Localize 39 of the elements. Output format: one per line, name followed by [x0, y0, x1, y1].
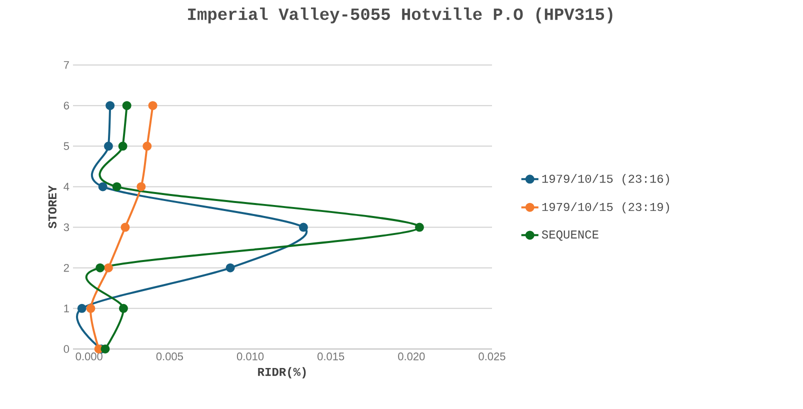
- legend-label: 1979/10/15 (23:16): [542, 174, 669, 186]
- legend-label: 1979/10/15 (23:19): [542, 202, 669, 214]
- x-tick-label: 0.000: [76, 352, 102, 360]
- y-tick-label: 4: [64, 182, 70, 190]
- x-tick-label: 0.015: [318, 352, 344, 360]
- y-axis-title: STOREY: [48, 185, 56, 228]
- point: [120, 222, 130, 232]
- chart-title: Imperial Valley-5055 Hotville P.O (HPV315): [188, 8, 612, 24]
- point: [118, 304, 128, 313]
- point: [142, 142, 152, 151]
- point: [414, 222, 424, 232]
- point: [77, 304, 86, 313]
- point: [86, 304, 96, 313]
- x-axis-title: RIDR(%): [258, 367, 306, 378]
- x-tick-label: 0.005: [156, 352, 183, 360]
- point: [104, 142, 113, 151]
- point: [106, 101, 115, 110]
- point: [136, 182, 146, 192]
- point: [98, 182, 108, 192]
- point: [104, 263, 113, 272]
- y-tick-label: 3: [64, 223, 69, 232]
- y-tick-label: 0: [64, 345, 70, 353]
- point: [100, 344, 110, 354]
- y-tick-label: 2: [64, 264, 69, 272]
- y-tick-label: 1: [64, 304, 69, 312]
- y-tick-label: 6: [64, 102, 69, 110]
- x-tick-label: 0.020: [398, 352, 425, 360]
- point: [122, 101, 132, 110]
- point: [148, 101, 158, 110]
- x-tick-label: 0.010: [236, 352, 264, 360]
- x-tick-label: 0.025: [478, 352, 506, 360]
- y-tick-label: 5: [64, 142, 70, 150]
- point: [226, 263, 235, 272]
- point: [298, 222, 308, 232]
- point: [96, 263, 105, 272]
- point: [112, 182, 122, 192]
- legend-label: SEQUENCE: [542, 230, 598, 241]
- y-tick-label: 7: [64, 61, 69, 69]
- point: [118, 142, 128, 151]
